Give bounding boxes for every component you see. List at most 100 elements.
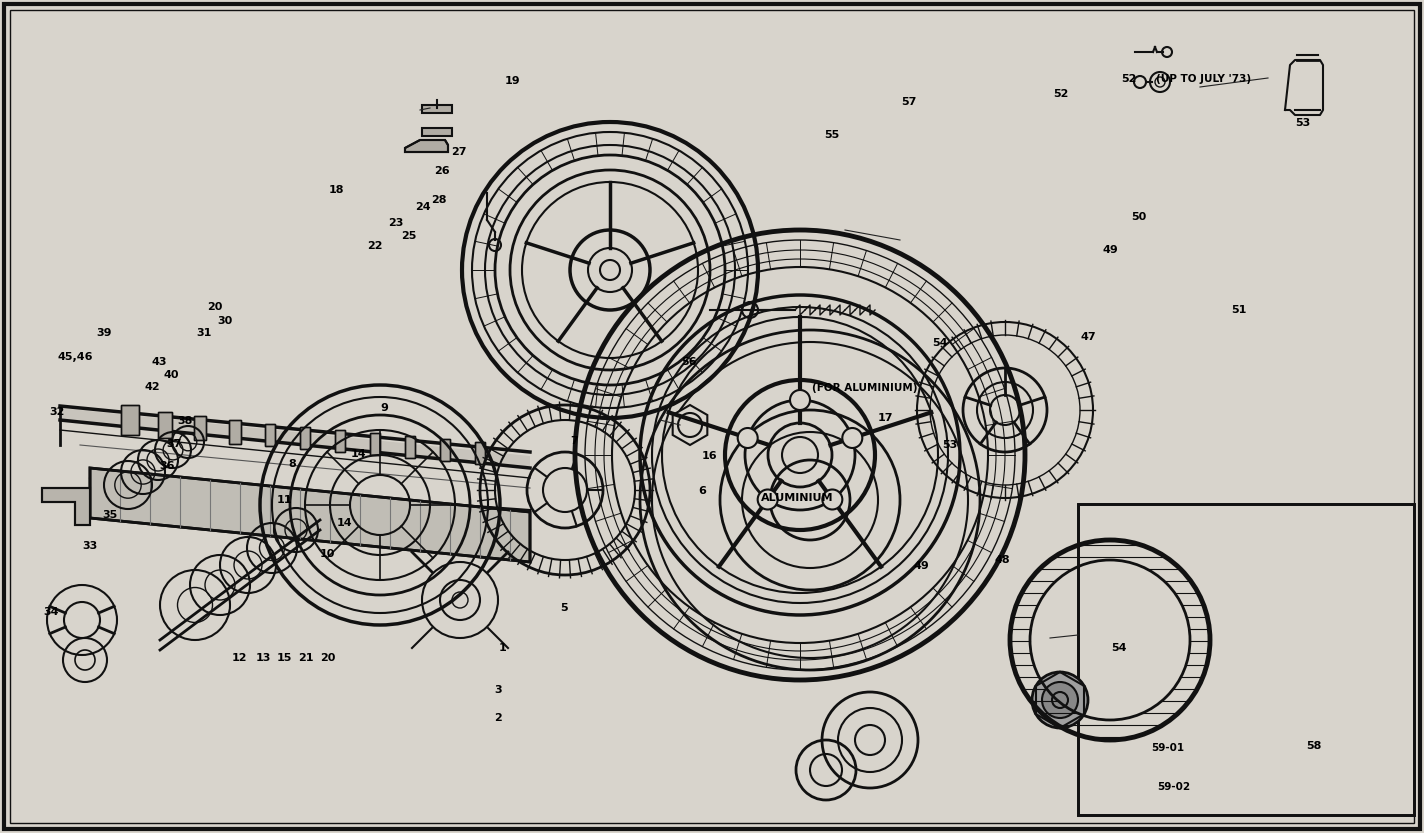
Text: 39: 39 bbox=[97, 328, 111, 338]
Bar bbox=[404, 436, 414, 458]
Text: 12: 12 bbox=[232, 653, 246, 663]
Text: 24: 24 bbox=[416, 202, 430, 212]
Text: (FOR ALUMINIUM): (FOR ALUMINIUM) bbox=[812, 383, 917, 393]
Text: 37: 37 bbox=[167, 439, 181, 449]
Text: 25: 25 bbox=[402, 231, 416, 241]
Bar bbox=[158, 412, 172, 438]
Text: 35: 35 bbox=[103, 510, 117, 520]
Bar bbox=[335, 430, 345, 452]
Text: 23: 23 bbox=[389, 218, 403, 228]
Bar bbox=[229, 420, 241, 444]
Bar bbox=[476, 442, 486, 464]
Bar bbox=[194, 416, 206, 440]
Text: 17: 17 bbox=[879, 413, 893, 423]
Circle shape bbox=[738, 428, 758, 448]
Text: 56: 56 bbox=[682, 357, 696, 367]
Circle shape bbox=[758, 490, 778, 510]
Text: 31: 31 bbox=[197, 328, 211, 338]
Bar bbox=[370, 433, 380, 455]
Bar bbox=[440, 439, 450, 461]
Polygon shape bbox=[41, 488, 90, 525]
Bar bbox=[422, 128, 451, 136]
Text: 45,46: 45,46 bbox=[58, 352, 93, 362]
Bar bbox=[1078, 504, 1414, 815]
Text: 1: 1 bbox=[498, 643, 507, 653]
Bar bbox=[265, 424, 275, 446]
Text: 10: 10 bbox=[320, 549, 335, 559]
Text: 2: 2 bbox=[494, 713, 503, 723]
Bar bbox=[440, 439, 450, 461]
Circle shape bbox=[843, 428, 863, 448]
Text: 22: 22 bbox=[367, 241, 382, 251]
Text: 11: 11 bbox=[278, 495, 292, 505]
Text: 30: 30 bbox=[218, 316, 232, 326]
Text: 3: 3 bbox=[494, 685, 503, 695]
Text: 5: 5 bbox=[560, 603, 568, 613]
Text: 27: 27 bbox=[451, 147, 466, 157]
Text: 21: 21 bbox=[299, 653, 313, 663]
Text: 48: 48 bbox=[995, 555, 1010, 565]
Polygon shape bbox=[90, 468, 530, 562]
Text: 49: 49 bbox=[913, 561, 930, 571]
Text: 40: 40 bbox=[164, 370, 178, 380]
Text: 54: 54 bbox=[933, 338, 947, 348]
Text: 53: 53 bbox=[1296, 118, 1310, 128]
Text: 53: 53 bbox=[943, 440, 957, 450]
Text: 54: 54 bbox=[1112, 643, 1126, 653]
Text: 16: 16 bbox=[702, 451, 716, 461]
Text: 26: 26 bbox=[434, 166, 449, 176]
Text: 20: 20 bbox=[320, 653, 335, 663]
Bar bbox=[1078, 504, 1414, 815]
Text: (UP TO JULY '73): (UP TO JULY '73) bbox=[1156, 74, 1250, 84]
Circle shape bbox=[1042, 682, 1078, 718]
Bar bbox=[265, 424, 275, 446]
Text: 38: 38 bbox=[178, 416, 192, 426]
Text: 52: 52 bbox=[1054, 89, 1068, 99]
Text: 36: 36 bbox=[159, 461, 174, 471]
Text: 42: 42 bbox=[145, 382, 159, 392]
Bar bbox=[229, 420, 241, 444]
Bar bbox=[158, 412, 172, 438]
Text: 20: 20 bbox=[208, 302, 222, 312]
Bar bbox=[476, 442, 486, 464]
Text: 51: 51 bbox=[1232, 305, 1246, 315]
Text: 9: 9 bbox=[380, 403, 389, 413]
Text: 43: 43 bbox=[152, 357, 167, 367]
Text: 7: 7 bbox=[570, 436, 578, 446]
Text: 59-02: 59-02 bbox=[1156, 782, 1190, 792]
Text: 34: 34 bbox=[44, 607, 58, 617]
Bar bbox=[422, 105, 451, 113]
Text: 6: 6 bbox=[698, 486, 706, 496]
Text: 33: 33 bbox=[83, 541, 97, 551]
Text: 28: 28 bbox=[431, 195, 446, 205]
Bar bbox=[335, 430, 345, 452]
Text: 14: 14 bbox=[337, 518, 352, 528]
Text: 19: 19 bbox=[506, 76, 520, 86]
Polygon shape bbox=[672, 405, 708, 445]
Circle shape bbox=[790, 390, 810, 410]
Text: 15: 15 bbox=[278, 653, 292, 663]
Text: 50: 50 bbox=[1132, 212, 1146, 222]
Circle shape bbox=[822, 490, 843, 510]
Text: 8: 8 bbox=[288, 459, 296, 469]
Bar bbox=[300, 427, 310, 449]
Polygon shape bbox=[60, 408, 530, 468]
Bar bbox=[404, 436, 414, 458]
Bar bbox=[370, 433, 380, 455]
Bar bbox=[121, 405, 140, 435]
Bar bbox=[194, 416, 206, 440]
Text: 59-01: 59-01 bbox=[1151, 743, 1185, 753]
Text: ALUMINIUM: ALUMINIUM bbox=[762, 493, 833, 503]
Text: 49: 49 bbox=[1102, 245, 1119, 255]
Text: 32: 32 bbox=[50, 407, 64, 417]
Text: 52: 52 bbox=[1122, 74, 1136, 84]
Circle shape bbox=[1032, 672, 1088, 728]
Text: 55: 55 bbox=[824, 130, 839, 140]
Bar bbox=[121, 405, 140, 435]
Bar bbox=[300, 427, 310, 449]
Text: 47: 47 bbox=[1081, 332, 1095, 342]
Polygon shape bbox=[404, 140, 449, 152]
Text: 57: 57 bbox=[901, 97, 916, 107]
Text: 58: 58 bbox=[1307, 741, 1321, 751]
Text: 13: 13 bbox=[256, 653, 271, 663]
